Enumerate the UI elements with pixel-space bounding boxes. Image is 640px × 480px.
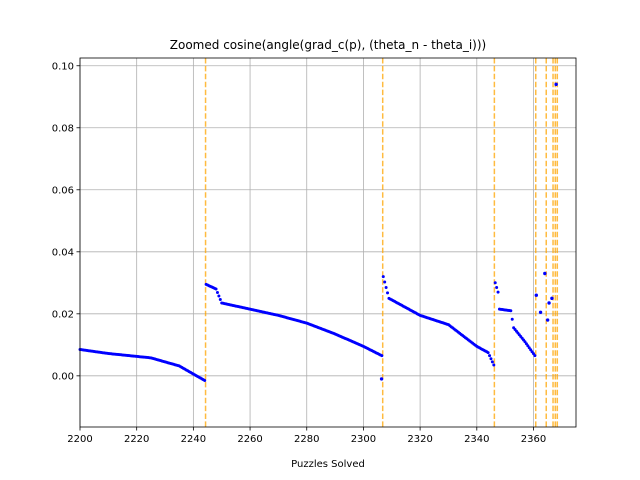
- x-tick-label: 2220: [124, 434, 149, 445]
- data-point: [545, 318, 550, 322]
- data-point: [379, 377, 384, 381]
- data-point: [381, 275, 385, 279]
- data-point: [383, 280, 387, 284]
- y-tick-label: 0.06: [52, 185, 74, 196]
- y-tick-label: 0.00: [52, 371, 74, 382]
- data-point: [510, 317, 514, 321]
- x-tick-label: 2340: [464, 434, 489, 445]
- data-point: [218, 297, 222, 301]
- data-point: [496, 290, 500, 294]
- chart-title: Zoomed cosine(angle(grad_c(p), (theta_n …: [170, 38, 486, 52]
- data-point: [380, 354, 384, 358]
- data-point: [543, 271, 547, 276]
- data-point: [203, 378, 207, 382]
- x-tick-label: 2360: [521, 434, 546, 445]
- points-layer: [78, 82, 558, 382]
- data-point: [509, 309, 513, 313]
- data-point: [490, 360, 494, 364]
- x-axis: 2200 2220 2240 2260 2280 2300 2320 2340 2360: [67, 427, 546, 445]
- data-point: [214, 287, 218, 291]
- x-tick-label: 2300: [351, 434, 376, 445]
- data-point: [217, 294, 221, 298]
- data-point: [486, 351, 490, 355]
- data-point: [538, 310, 543, 314]
- x-tick-label: 2280: [294, 434, 319, 445]
- data-point: [386, 291, 390, 295]
- y-tick-label: 0.02: [52, 309, 74, 320]
- data-point: [495, 285, 499, 289]
- data-point: [384, 285, 388, 289]
- y-tick-label: 0.10: [52, 61, 74, 72]
- data-point: [533, 354, 537, 358]
- x-tick-label: 2260: [237, 434, 262, 445]
- data-point: [534, 293, 539, 297]
- y-tick-label: 0.04: [52, 247, 74, 258]
- data-point: [489, 357, 493, 361]
- data-point: [550, 296, 554, 301]
- plot-frame: [79, 57, 577, 428]
- data-point: [493, 281, 497, 285]
- grid-layer: [79, 58, 576, 427]
- x-tick-label: 2240: [181, 434, 206, 445]
- y-tick-label: 0.08: [52, 123, 74, 134]
- data-point: [547, 301, 551, 305]
- x-tick-label: 2200: [67, 434, 92, 445]
- x-axis-label: Puzzles Solved: [291, 459, 365, 470]
- x-tick-label: 2320: [407, 434, 432, 445]
- plot-area: [78, 57, 577, 428]
- vline-layer: [204, 58, 559, 427]
- data-point: [492, 363, 496, 367]
- data-point: [215, 291, 219, 295]
- y-axis: 0.00 0.02 0.04 0.06 0.08 0.10: [52, 61, 80, 382]
- data-point: [488, 354, 492, 358]
- data-point: [554, 82, 558, 87]
